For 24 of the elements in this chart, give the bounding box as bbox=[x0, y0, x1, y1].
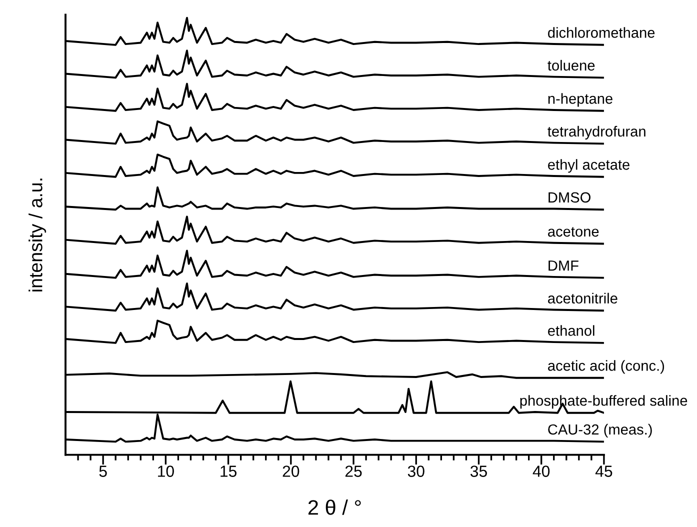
y-axis-title: intensity / a.u. bbox=[28, 178, 46, 292]
x-tick-label: 30 bbox=[408, 466, 424, 477]
series-label: dichloromethane bbox=[548, 27, 655, 38]
series-label: acetonitrile bbox=[548, 292, 618, 304]
series-label: n-heptane bbox=[548, 93, 612, 107]
series-label: acetic acid (conc.) bbox=[548, 360, 664, 374]
series-label: acetone bbox=[548, 227, 599, 237]
x-tick-label: 10 bbox=[158, 466, 174, 477]
series-label: CAU-32 (meas.) bbox=[548, 424, 652, 438]
x-tick-label: 45 bbox=[595, 466, 612, 477]
series-label: phosphate-buffered saline bbox=[520, 395, 688, 409]
series-label: DMSO bbox=[548, 192, 590, 203]
x-tick-label: 40 bbox=[532, 466, 550, 477]
series-label: tetrahydrofuran bbox=[548, 126, 646, 140]
x-tick-label: 35 bbox=[470, 466, 487, 477]
series-label: DMF bbox=[548, 260, 578, 271]
series-label: ethanol bbox=[548, 325, 594, 336]
x-tick-label: 5 bbox=[99, 466, 107, 477]
x-axis-title: 2 θ / ° bbox=[308, 500, 361, 515]
x-tick-label: 25 bbox=[345, 466, 362, 477]
series-label: toluene bbox=[548, 60, 595, 71]
series-label: ethyl acetate bbox=[548, 159, 630, 173]
x-tick-label: 15 bbox=[220, 466, 237, 477]
x-tick-label: 20 bbox=[282, 466, 300, 477]
